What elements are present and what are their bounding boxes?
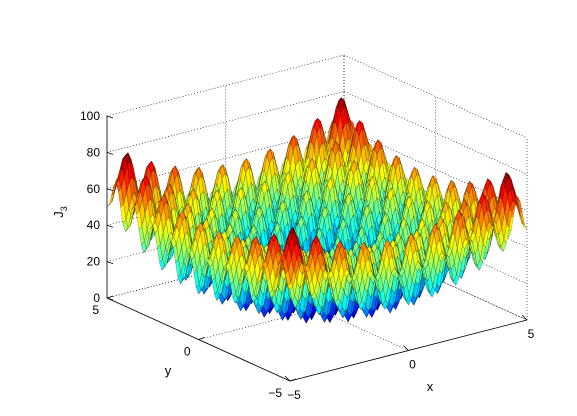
- x-grid-line: [343, 236, 528, 321]
- z-grid-line: [343, 54, 528, 139]
- surface-mesh: [106, 97, 528, 324]
- z-grid-line: [343, 91, 528, 175]
- x-grid-line: [225, 267, 409, 351]
- z-grid-line: [343, 127, 528, 212]
- z-grid-line: [106, 54, 345, 117]
